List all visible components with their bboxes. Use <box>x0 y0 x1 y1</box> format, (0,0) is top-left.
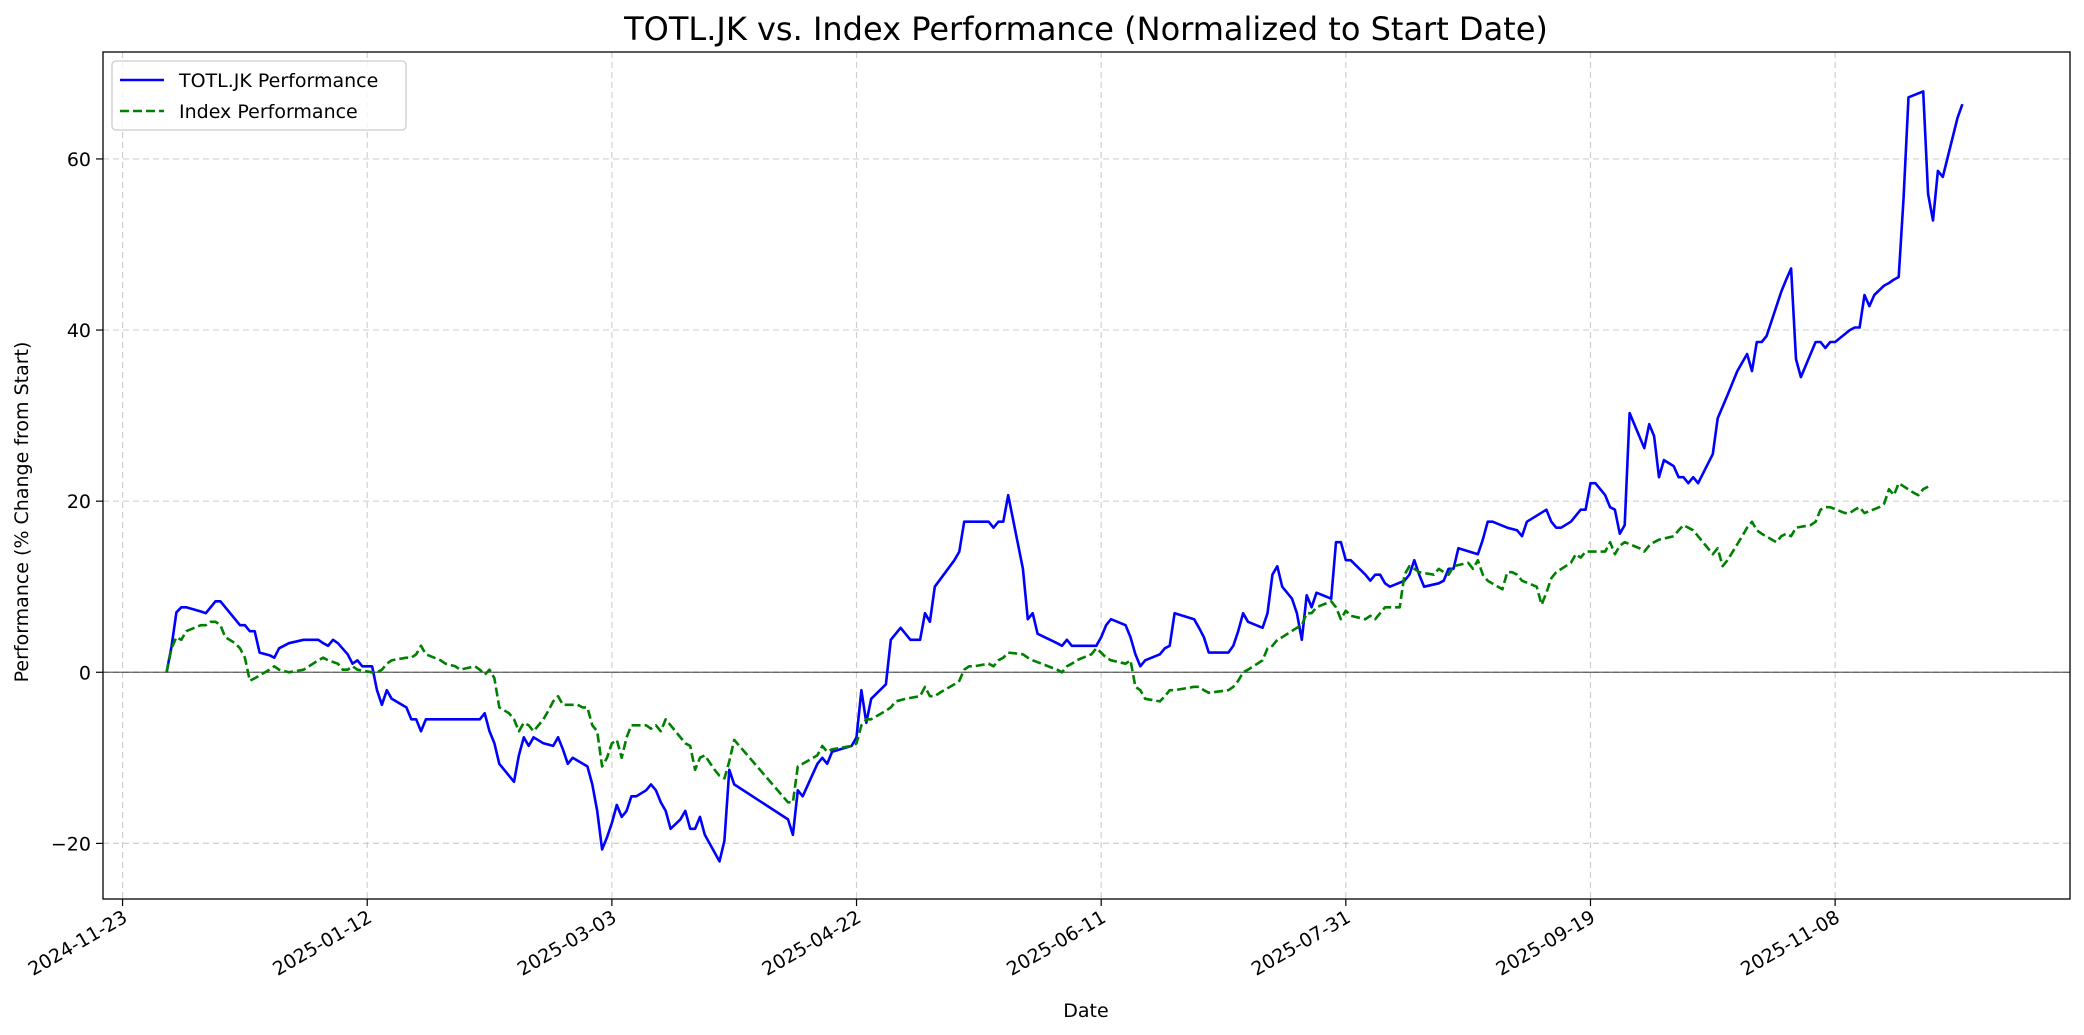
x-tick-label: 2025-11-08 <box>1737 906 1844 980</box>
y-tick-label: −20 <box>51 833 91 855</box>
y-axis-label: Performance (% Change from Start) <box>11 342 33 683</box>
legend-label-index: Index Performance <box>179 101 358 123</box>
y-axis-ticks: −20 0 20 40 60 <box>51 149 103 855</box>
grid-lines <box>103 52 2070 899</box>
x-axis-label: Date <box>1063 1000 1108 1022</box>
y-tick-label: 0 <box>79 662 91 684</box>
chart-title: TOTL.JK vs. Index Performance (Normalize… <box>623 10 1548 48</box>
x-tick-label: 2025-06-11 <box>1003 906 1110 980</box>
x-axis-ticks: 2024-11-23 2025-01-12 2025-03-03 2025-04-22… <box>24 899 1844 981</box>
series-line-totl <box>165 90 1964 863</box>
y-tick-label: 60 <box>67 149 91 171</box>
x-tick-label: 2024-11-23 <box>24 906 131 980</box>
legend-box <box>111 60 407 131</box>
x-tick-label: 2025-07-31 <box>1248 906 1355 980</box>
x-tick-label: 2025-09-19 <box>1492 906 1599 980</box>
x-tick-label: 2025-01-12 <box>269 906 376 980</box>
series-line-index <box>165 481 1929 804</box>
x-tick-label: 2025-04-22 <box>758 906 865 980</box>
legend-label-totl: TOTL.JK Performance <box>178 70 378 92</box>
y-tick-label: 20 <box>67 491 91 513</box>
legend: TOTL.JK Performance Index Performance <box>111 60 407 131</box>
y-tick-label: 40 <box>67 320 91 342</box>
series-group <box>165 90 1964 863</box>
plot-area-frame <box>102 51 2071 900</box>
x-tick-label: 2025-03-03 <box>514 906 621 980</box>
